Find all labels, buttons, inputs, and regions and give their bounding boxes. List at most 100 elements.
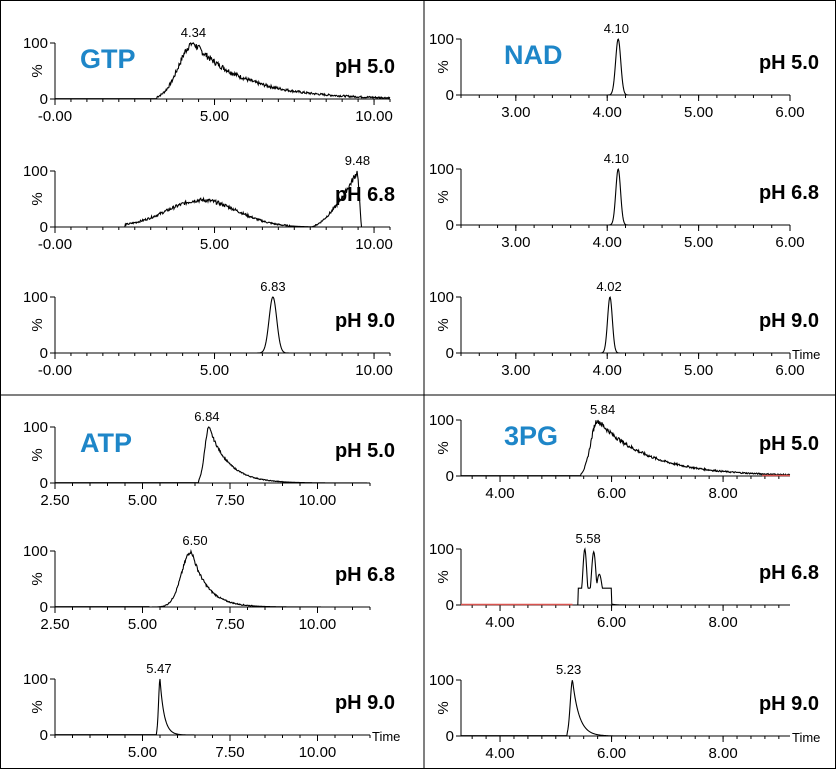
time-axis-label: Time bbox=[372, 729, 400, 744]
chromatogram-gtp-1: 100 0% -0.00 5.00 10.00 9.48 pH 6.8 bbox=[23, 153, 395, 253]
peak-retention-label: 5.84 bbox=[590, 402, 615, 417]
y-axis-label: % bbox=[435, 701, 452, 714]
y-tick-label-0: 0 bbox=[446, 87, 454, 104]
x-tick-label: 6.00 bbox=[775, 104, 804, 121]
x-tick-label: 2.50 bbox=[40, 616, 69, 633]
y-tick-label-0: 0 bbox=[40, 599, 48, 616]
x-tick-label: 5.00 bbox=[128, 616, 157, 633]
y-axis-label: % bbox=[29, 192, 46, 205]
chromatogram-trace bbox=[461, 419, 791, 477]
x-tick-label: 4.00 bbox=[485, 485, 514, 502]
peak-retention-label: 5.23 bbox=[556, 662, 581, 677]
x-tick-label: 5.00 bbox=[200, 108, 229, 125]
x-tick-label: 7.50 bbox=[215, 616, 244, 633]
peak-retention-label: 9.48 bbox=[345, 153, 370, 168]
y-tick-label-0: 0 bbox=[40, 219, 48, 236]
x-tick-label: 5.00 bbox=[684, 362, 713, 379]
chromatogram-3pg-1: 100 0% 4.00 6.00 8.00 5.58 pH 6.8 bbox=[429, 531, 819, 631]
y-tick-label-100: 100 bbox=[429, 412, 454, 429]
x-tick-label: 6.00 bbox=[597, 485, 626, 502]
peak-retention-label: 6.83 bbox=[260, 279, 285, 294]
compound-label: NAD bbox=[504, 40, 563, 70]
chromatogram-nad-0: 100 0% 3.00 4.00 5.00 6.00 4.10 pH 5.0 NAD bbox=[429, 21, 819, 121]
compound-label: ATP bbox=[80, 428, 132, 458]
chromatogram-trace bbox=[55, 296, 390, 354]
x-tick-label: 4.00 bbox=[593, 362, 622, 379]
y-tick-label-100: 100 bbox=[429, 31, 454, 48]
y-tick-label-100: 100 bbox=[23, 163, 48, 180]
ph-label: pH 6.8 bbox=[759, 182, 819, 204]
x-tick-label: 4.00 bbox=[593, 234, 622, 251]
ph-label: pH 6.8 bbox=[335, 184, 395, 206]
y-axis-label: % bbox=[435, 60, 452, 73]
x-tick-label: 3.00 bbox=[501, 234, 530, 251]
x-tick-label: 3.00 bbox=[501, 362, 530, 379]
ph-label: pH 6.8 bbox=[335, 564, 395, 586]
y-tick-label-100: 100 bbox=[429, 161, 454, 178]
x-tick-label: 4.00 bbox=[593, 104, 622, 121]
y-axis-label: % bbox=[29, 318, 46, 331]
ph-label: pH 9.0 bbox=[335, 310, 395, 332]
chromatogram-trace bbox=[461, 547, 790, 606]
x-tick-label: 5.00 bbox=[684, 234, 713, 251]
x-tick-label: 6.00 bbox=[597, 614, 626, 631]
peak-retention-label: 4.10 bbox=[604, 151, 629, 166]
x-tick-label: 6.00 bbox=[597, 745, 626, 762]
x-tick-label: 4.00 bbox=[485, 745, 514, 762]
chromatogram-3pg-2: 100 0% 4.00 6.00 8.00 5.23 pH 9.0 Time bbox=[429, 662, 820, 762]
y-tick-label-100: 100 bbox=[23, 543, 48, 560]
x-tick-label: 8.00 bbox=[708, 745, 737, 762]
y-tick-label-0: 0 bbox=[446, 345, 454, 362]
y-tick-label-100: 100 bbox=[23, 419, 48, 436]
x-tick-label: 4.00 bbox=[485, 614, 514, 631]
y-tick-label-100: 100 bbox=[429, 289, 454, 306]
y-tick-label-100: 100 bbox=[23, 35, 48, 52]
y-tick-label-0: 0 bbox=[446, 597, 454, 614]
peak-retention-label: 5.58 bbox=[575, 531, 600, 546]
chromatogram-trace bbox=[55, 678, 370, 736]
ph-label: pH 9.0 bbox=[335, 692, 395, 714]
ph-label: pH 5.0 bbox=[335, 56, 395, 78]
x-tick-label: 6.00 bbox=[775, 234, 804, 251]
x-tick-label: -0.00 bbox=[38, 236, 72, 253]
peak-retention-label: 6.84 bbox=[194, 409, 219, 424]
chromatogram-trace bbox=[461, 168, 790, 226]
compound-label: 3PG bbox=[504, 421, 558, 451]
time-axis-label: Time bbox=[792, 347, 820, 362]
x-tick-label: 10.00 bbox=[355, 362, 393, 379]
ph-label: pH 5.0 bbox=[759, 52, 819, 74]
x-tick-label: 5.00 bbox=[200, 236, 229, 253]
x-tick-label: -0.00 bbox=[38, 108, 72, 125]
y-tick-label-0: 0 bbox=[446, 728, 454, 745]
ph-label: pH 5.0 bbox=[335, 440, 395, 462]
chromatogram-trace bbox=[55, 425, 370, 484]
time-axis-label: Time bbox=[792, 730, 820, 745]
chromatogram-trace bbox=[55, 548, 370, 608]
y-tick-label-100: 100 bbox=[23, 671, 48, 688]
peak-retention-label: 4.10 bbox=[604, 21, 629, 36]
chromatogram-trace bbox=[461, 680, 790, 737]
x-tick-label: 8.00 bbox=[708, 614, 737, 631]
ph-label: pH 9.0 bbox=[759, 693, 819, 715]
y-tick-label-0: 0 bbox=[40, 475, 48, 492]
chromatogram-trace bbox=[461, 296, 790, 354]
chromatogram-3pg-0: 100 0% 4.00 6.00 8.00 5.84 pH 5.0 3PG bbox=[429, 402, 819, 502]
ph-label: pH 5.0 bbox=[759, 433, 819, 455]
x-tick-label: 5.00 bbox=[200, 362, 229, 379]
chromatogram-trace bbox=[55, 42, 391, 100]
y-axis-label: % bbox=[435, 318, 452, 331]
chromatogram-trace bbox=[461, 38, 790, 96]
y-axis-label: % bbox=[435, 570, 452, 583]
chromatogram-atp-0: 100 0% 2.50 5.00 7.50 10.00 6.84 pH 5.0 ATP bbox=[23, 409, 395, 509]
x-tick-label: 3.00 bbox=[501, 104, 530, 121]
y-axis-label: % bbox=[29, 64, 46, 77]
chromatogram-gtp-2: 100 0% -0.00 5.00 10.00 6.83 pH 9.0 bbox=[23, 279, 395, 379]
y-tick-label-0: 0 bbox=[446, 468, 454, 485]
x-tick-label: 7.50 bbox=[215, 492, 244, 509]
chromatogram-trace bbox=[55, 170, 390, 228]
x-tick-label: 5.00 bbox=[684, 104, 713, 121]
y-axis-label: % bbox=[29, 572, 46, 585]
y-axis-label: % bbox=[435, 190, 452, 203]
